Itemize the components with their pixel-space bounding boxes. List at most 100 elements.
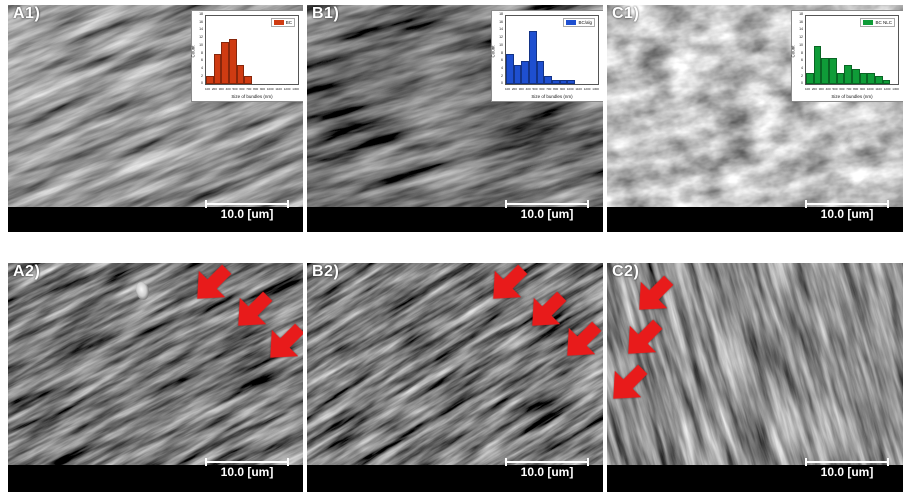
- plot-area: [206, 16, 298, 84]
- sem-panel-b1: B1) Count 18 16 14 12 10 8 6 4 2 0 BC/alg 100 200 3…: [307, 5, 603, 232]
- y-tick-label: 10: [499, 42, 503, 47]
- red-arrow-icon: [607, 353, 659, 415]
- y-tick-label: 14: [499, 27, 503, 32]
- x-tick-label: 700: [846, 87, 852, 91]
- histogram-bar: [844, 65, 852, 84]
- scale-bar-label: 10.0 [um]: [220, 465, 274, 479]
- histogram-bar: [867, 72, 875, 84]
- scale-bar-label: 10.0 [um]: [220, 207, 274, 221]
- red-arrow-icon: [254, 312, 303, 374]
- histogram-bar: [559, 80, 568, 84]
- sem-panel-b2: B2) 10.0 [um]: [307, 263, 603, 492]
- x-tick-label: 800: [853, 87, 859, 91]
- panel-label: A1): [13, 5, 41, 22]
- histogram-bar: [882, 80, 891, 84]
- histogram-inset: Count 18 16 14 12 10 8 6 4 2 0 BC 100 200 300 400 500…: [191, 10, 303, 102]
- histogram-bar: [852, 68, 860, 84]
- panel-label: B2): [312, 263, 340, 280]
- sem-panel-c2: C2) 10.0 [um]: [607, 263, 903, 492]
- x-axis-ticks: 100 200 300 400 500 600 700 800 900 1000 1100 1200 1…: [805, 87, 899, 91]
- scalebar-strip: 10.0 [um]: [8, 200, 303, 232]
- histogram-bar: [813, 46, 822, 84]
- x-tick-label: 900: [260, 87, 266, 91]
- y-tick-label: 18: [799, 12, 803, 16]
- plot-area: [806, 16, 898, 84]
- scale-bar: 10.0 [um]: [805, 200, 889, 221]
- histogram-inset: Count 18 16 14 12 10 8 6 4 2 0 BC NLC 100 200 300 40…: [791, 10, 903, 102]
- x-tick-label: 1000: [566, 87, 574, 91]
- histogram-bar: [567, 80, 575, 84]
- scalebar-strip: 10.0 [um]: [607, 200, 903, 232]
- histogram-bar: [836, 72, 845, 84]
- scale-bar: 10.0 [um]: [505, 200, 589, 221]
- x-tick-label: 300: [518, 87, 524, 91]
- scale-bar: 10.0 [um]: [505, 458, 589, 479]
- x-tick-label: 1200: [583, 87, 591, 91]
- legend-swatch: [863, 20, 874, 25]
- plot-frame: BC NLC: [805, 15, 899, 85]
- y-tick-label: 4: [201, 66, 203, 71]
- panel-label: C2): [612, 263, 640, 280]
- sem-micrograph-texture: [607, 5, 903, 232]
- scale-bar: 10.0 [um]: [205, 200, 289, 221]
- histogram-bar: [806, 72, 814, 84]
- scalebar-strip: 10.0 [um]: [307, 200, 603, 232]
- x-tick-label: 1000: [266, 87, 274, 91]
- sem-micrograph-texture: [607, 263, 903, 492]
- y-tick-label: 6: [501, 58, 503, 63]
- histogram-bar: [513, 65, 522, 84]
- x-tick-label: 1200: [283, 87, 291, 91]
- scale-bar-label: 10.0 [um]: [520, 465, 574, 479]
- x-axis-label: Size of bundles (nm): [231, 94, 273, 99]
- y-tick-label: 6: [201, 58, 203, 63]
- x-tick-label: 200: [511, 87, 517, 91]
- scale-bar-line: [805, 458, 889, 466]
- x-tick-label: 600: [239, 87, 245, 91]
- x-tick-label: 100: [505, 87, 511, 91]
- y-tick-label: 0: [801, 81, 803, 86]
- x-tick-label: 900: [560, 87, 566, 91]
- y-axis-ticks: 18 16 14 12 10 8 6 4 2 0: [494, 12, 503, 86]
- x-tick-label: 600: [839, 87, 845, 91]
- plot-frame: BC/alg: [505, 15, 599, 85]
- scalebar-strip: 10.0 [um]: [307, 458, 603, 492]
- histogram-bar: [529, 31, 537, 84]
- y-tick-label: 16: [499, 19, 503, 24]
- histogram-bar: [552, 80, 560, 84]
- panel-label: A2): [13, 263, 41, 280]
- y-axis-ticks: 18 16 14 12 10 8 6 4 2 0: [794, 12, 803, 86]
- x-axis-label: Size of bundles (nm): [831, 94, 873, 99]
- legend-label: BC/alg: [578, 20, 592, 25]
- scale-bar-line: [205, 200, 289, 208]
- red-arrow-icon: [551, 310, 603, 372]
- x-tick-label: 400: [225, 87, 231, 91]
- x-tick-label: 200: [211, 87, 217, 91]
- scale-bar: 10.0 [um]: [205, 458, 289, 479]
- y-tick-label: 2: [801, 73, 803, 78]
- histogram-bar: [213, 53, 222, 84]
- y-tick-label: 8: [201, 50, 203, 55]
- y-tick-label: 4: [501, 66, 503, 71]
- histogram-bar: [236, 65, 245, 84]
- x-tick-label: 600: [539, 87, 545, 91]
- histogram-bar: [244, 76, 252, 84]
- y-tick-label: 2: [201, 73, 203, 78]
- x-tick-label: 1100: [875, 87, 882, 91]
- x-tick-label: 800: [553, 87, 559, 91]
- red-arrow-icon: [516, 280, 578, 342]
- scale-bar-line: [505, 200, 589, 208]
- red-arrow-icon: [222, 280, 284, 342]
- y-tick-label: 12: [199, 35, 203, 40]
- y-axis-ticks: 18 16 14 12 10 8 6 4 2 0: [194, 12, 203, 86]
- x-tick-label: 300: [218, 87, 224, 91]
- legend-label: BC: [285, 20, 292, 25]
- panel-label: B1): [312, 5, 340, 22]
- y-tick-label: 10: [799, 42, 803, 47]
- x-axis-label: Size of bundles (nm): [531, 94, 573, 99]
- histogram-bar: [544, 76, 552, 84]
- x-tick-label: 300: [818, 87, 824, 91]
- x-tick-label: 1300: [892, 87, 899, 91]
- y-tick-label: 14: [799, 27, 803, 32]
- legend: BC NLC: [860, 18, 895, 27]
- x-tick-label: 100: [805, 87, 811, 91]
